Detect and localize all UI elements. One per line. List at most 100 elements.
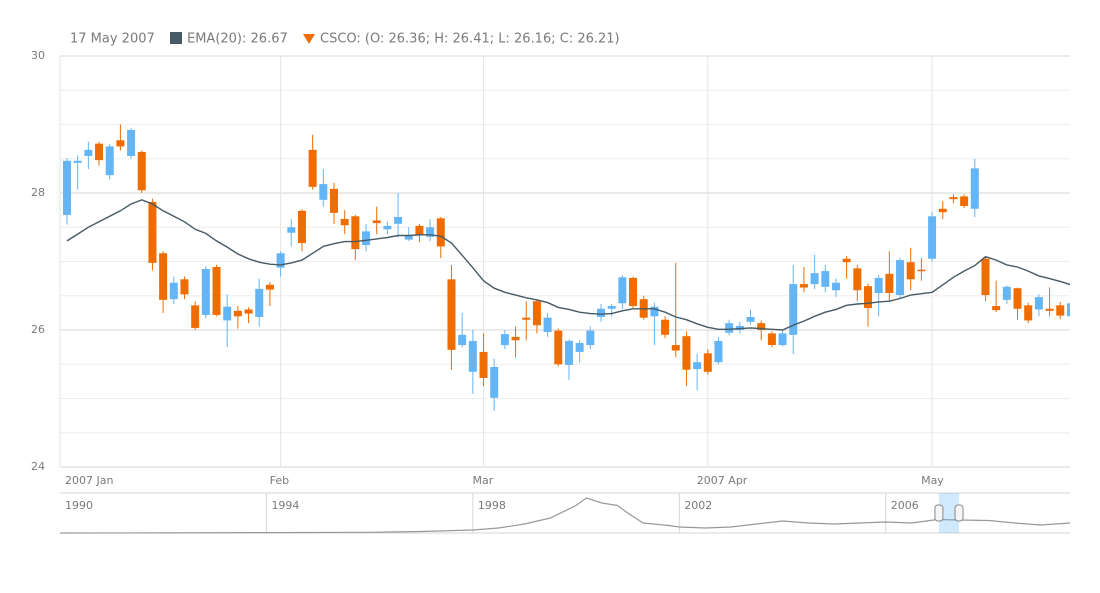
candle-body <box>490 366 499 398</box>
candle-body <box>372 220 381 224</box>
candle-legend-icon <box>303 34 315 44</box>
candle-body <box>831 282 840 291</box>
candle-body <box>500 334 509 346</box>
candle-body <box>1024 305 1033 321</box>
candle-body <box>383 225 392 230</box>
candle-body <box>191 305 200 328</box>
candle-body <box>682 336 691 370</box>
candle-body <box>746 316 755 322</box>
candle-body <box>896 260 905 296</box>
x-tick-label: May <box>921 474 944 487</box>
candle-body <box>116 140 125 147</box>
candle-body <box>554 330 563 365</box>
candle-body <box>223 306 232 321</box>
candle-body <box>63 160 71 215</box>
candle-body <box>970 168 979 209</box>
candle-body <box>810 273 819 285</box>
candle-body <box>1002 286 1011 300</box>
candle-body <box>789 284 798 335</box>
navigator-line <box>59 497 1071 534</box>
navigator-handle[interactable] <box>934 504 944 522</box>
candle-body <box>842 258 851 263</box>
candle-body <box>404 235 413 240</box>
candle-body <box>703 353 712 372</box>
candle-body <box>661 319 670 335</box>
x-tick-label: 2007 Apr <box>697 474 748 487</box>
navigator-tick-label: 2006 <box>891 499 919 512</box>
candle-body <box>340 219 349 226</box>
candle-body <box>693 362 702 370</box>
candle-body <box>1045 308 1054 311</box>
navigator-selection <box>938 493 960 533</box>
candle-body <box>725 323 734 333</box>
candle-body <box>308 149 317 187</box>
candle-body <box>180 279 189 295</box>
candle-body <box>330 188 338 213</box>
candle-body <box>543 317 552 333</box>
candle-body <box>436 218 445 247</box>
ema-legend: EMA(20): 26.67 <box>187 32 288 47</box>
candle-body <box>917 269 926 272</box>
navigator-tick-label: 1990 <box>65 499 93 512</box>
candle-body <box>597 308 605 317</box>
candle-body <box>276 253 285 268</box>
candle-body <box>73 160 82 163</box>
candle-body <box>84 149 93 157</box>
candle-body <box>522 317 531 320</box>
candle-body <box>629 277 638 307</box>
x-tick-label: Feb <box>270 474 289 487</box>
candle-body <box>169 282 178 300</box>
header-date: 17 May 2007 <box>70 32 155 47</box>
candle-body <box>201 269 210 315</box>
candle-body <box>159 253 168 300</box>
candle-body <box>1066 303 1070 317</box>
candle-body <box>233 310 242 317</box>
candle-body <box>479 351 488 378</box>
y-tick-label: 28 <box>31 186 45 199</box>
ema-legend-icon <box>170 32 182 44</box>
candle-body <box>394 216 403 224</box>
candle-body <box>1034 297 1043 310</box>
candle-body <box>767 333 776 346</box>
candle-body <box>607 306 616 309</box>
y-tick-label: 30 <box>31 49 45 62</box>
candle-body <box>297 210 306 244</box>
navigator-handle[interactable] <box>954 504 964 522</box>
candle-body <box>426 227 435 237</box>
candle-body <box>949 197 958 200</box>
candle-body <box>511 336 520 341</box>
y-tick-label: 26 <box>31 323 45 336</box>
candle-body <box>244 309 253 314</box>
candle-body <box>799 284 808 288</box>
navigator-tick-label: 1998 <box>478 499 506 512</box>
navigator-tick-label: 2002 <box>684 499 712 512</box>
x-tick-label: 2007 Jan <box>65 474 113 487</box>
candle-body <box>1013 288 1022 309</box>
navigator-tick-label: 1994 <box>271 499 299 512</box>
candle-body <box>265 284 274 290</box>
candle-body <box>874 277 883 294</box>
candle-body <box>586 330 595 346</box>
candle-body <box>906 262 915 280</box>
candle-body <box>938 208 947 213</box>
candle-body <box>319 184 328 200</box>
ohlc-legend: CSCO: (O: 26.36; H: 26.41; L: 26.16; C: … <box>320 32 620 47</box>
candle-body <box>757 323 766 330</box>
x-tick-label: Mar <box>473 474 494 487</box>
ema-line <box>66 199 1070 331</box>
candle-body <box>1056 305 1065 316</box>
candle-body <box>532 301 541 326</box>
candle-body <box>458 334 467 346</box>
candle-body <box>853 268 862 291</box>
candle-body <box>105 146 114 176</box>
candle-body <box>137 151 146 191</box>
candle-body <box>821 271 830 287</box>
candle-body <box>885 273 894 294</box>
candle-body <box>928 216 937 259</box>
candle-body <box>778 333 787 346</box>
candle-body <box>650 306 659 317</box>
candle-body <box>212 266 221 315</box>
candle-body <box>127 129 136 157</box>
